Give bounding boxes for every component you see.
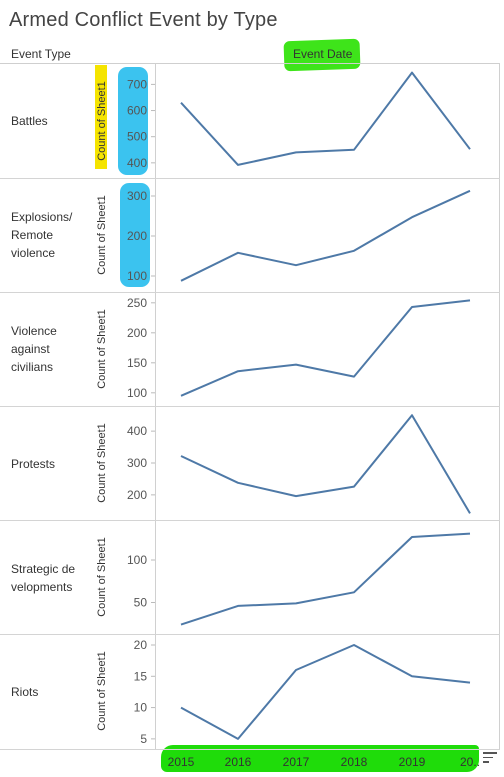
y-tick-label: 150 [127, 356, 147, 370]
x-tick-label: 2018 [341, 755, 368, 769]
y-tick-label: 200 [127, 326, 147, 340]
series-line[interactable] [180, 414, 471, 514]
y-tick-label: 400 [127, 424, 147, 438]
row-label-explosions: Explosions/Remote violence [11, 210, 73, 260]
row-label-protests: Protests [11, 457, 56, 471]
y-tick-label: 10 [134, 701, 148, 715]
x-tick-label: 2016 [225, 755, 252, 769]
y-tick-label: 300 [127, 189, 147, 203]
series-line[interactable] [180, 644, 471, 740]
x-axis-line [0, 749, 500, 750]
panel-divider [0, 178, 500, 179]
x-tick-label: 2015 [168, 755, 195, 769]
yellow-highlight-mark [95, 65, 107, 169]
row-label-riots: Riots [11, 685, 39, 699]
y-tick-label: 250 [127, 296, 147, 310]
y-tick-label: 700 [127, 77, 147, 91]
y-tick-label: 15 [134, 669, 148, 683]
y-tick-label: 400 [127, 156, 147, 170]
chart-title: Armed Conflict Event by Type [9, 9, 278, 31]
col-field-header[interactable]: Event Date [293, 47, 353, 61]
sort-icon[interactable] [483, 752, 497, 766]
series-line[interactable] [180, 71, 471, 166]
x-tick-label: 2019 [399, 755, 426, 769]
y-tick-label: 200 [127, 229, 147, 243]
series-line[interactable] [180, 189, 471, 282]
cyan-highlight-mark-explosions [120, 183, 150, 287]
row-label-battles: Battles [11, 114, 48, 128]
panel-divider [0, 634, 500, 635]
series-line[interactable] [180, 532, 471, 626]
panel-divider [0, 406, 500, 407]
y-tick-label: 300 [127, 456, 147, 470]
panel-divider [0, 292, 500, 293]
x-tick-label: 2017 [283, 755, 310, 769]
cyan-highlight-mark-battles [118, 67, 148, 175]
y-tick-label: 50 [134, 596, 148, 610]
x-tick-label: 20.. [460, 755, 480, 769]
y-tick-label: 20 [134, 638, 148, 652]
y-tick-label: 200 [127, 488, 147, 502]
panel-divider [0, 520, 500, 521]
series-line[interactable] [180, 299, 471, 397]
row-field-header[interactable]: Event Type [11, 47, 71, 61]
y-tick-label: 100 [127, 386, 147, 400]
y-tick-label: 100 [127, 269, 147, 283]
row-label-violence: Violence against civilians [11, 324, 57, 374]
y-tick-label: 600 [127, 104, 147, 118]
y-tick-label: 500 [127, 130, 147, 144]
y-tick-label: 5 [140, 732, 147, 746]
header-divider [0, 63, 500, 64]
row-label-strategic: Strategic de velopments [11, 562, 76, 594]
y-tick-label: 100 [127, 553, 147, 567]
